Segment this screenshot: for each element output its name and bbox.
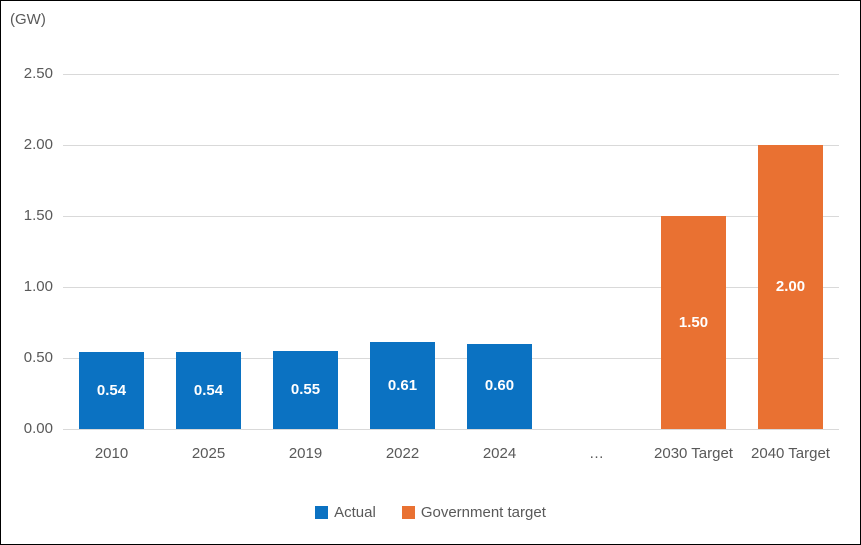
legend-label-actual: Actual xyxy=(334,504,376,521)
y-tick-label: 2.50 xyxy=(23,65,53,82)
gridline xyxy=(63,74,839,75)
bar-actual xyxy=(467,343,532,429)
x-category-label: 2024 xyxy=(482,445,517,462)
data-label: 2.00 xyxy=(775,278,806,295)
x-category-label: 2040 Target xyxy=(751,445,830,462)
y-tick-label: 1.50 xyxy=(23,207,53,224)
y-tick-label: 0.00 xyxy=(23,420,53,437)
y-tick-label: 0.50 xyxy=(23,349,53,366)
legend-item-actual: Actual xyxy=(315,504,376,521)
gridline xyxy=(63,429,839,430)
bar-actual xyxy=(370,342,435,429)
bar-government-target xyxy=(758,145,823,429)
legend-item-government-target: Government target xyxy=(401,504,546,521)
data-label: 0.55 xyxy=(290,380,321,398)
bar-actual xyxy=(176,352,241,429)
y-axis-unit-label: (GW) xyxy=(10,11,46,28)
bar-government-target xyxy=(661,216,726,429)
x-category-label: 2019 xyxy=(288,445,323,462)
legend-swatch-government-target xyxy=(401,506,415,519)
legend-swatch-actual xyxy=(315,506,329,519)
x-category-label: 2010 xyxy=(94,445,129,462)
gridline xyxy=(63,358,839,359)
gridline xyxy=(63,287,839,288)
y-tick-label: 2.00 xyxy=(23,136,53,153)
x-category-label: … xyxy=(589,445,604,462)
data-label: 0.54 xyxy=(193,381,224,399)
data-label: 1.50 xyxy=(678,313,709,331)
legend-label-government-target: Government target xyxy=(420,504,546,521)
gridline xyxy=(63,216,839,217)
bar-actual xyxy=(79,352,144,429)
gridline xyxy=(63,145,839,146)
legend: Actual Government target xyxy=(1,504,860,521)
x-category-label: 2022 xyxy=(385,445,420,462)
data-label: 0.54 xyxy=(96,381,127,399)
y-tick-label: 1.00 xyxy=(23,278,53,295)
x-category-label: 2025 xyxy=(191,445,226,462)
data-label: 0.61 xyxy=(387,376,418,394)
x-category-label: 2030 Target xyxy=(654,445,733,462)
bar-actual xyxy=(273,350,338,429)
data-label: 0.60 xyxy=(484,377,515,395)
